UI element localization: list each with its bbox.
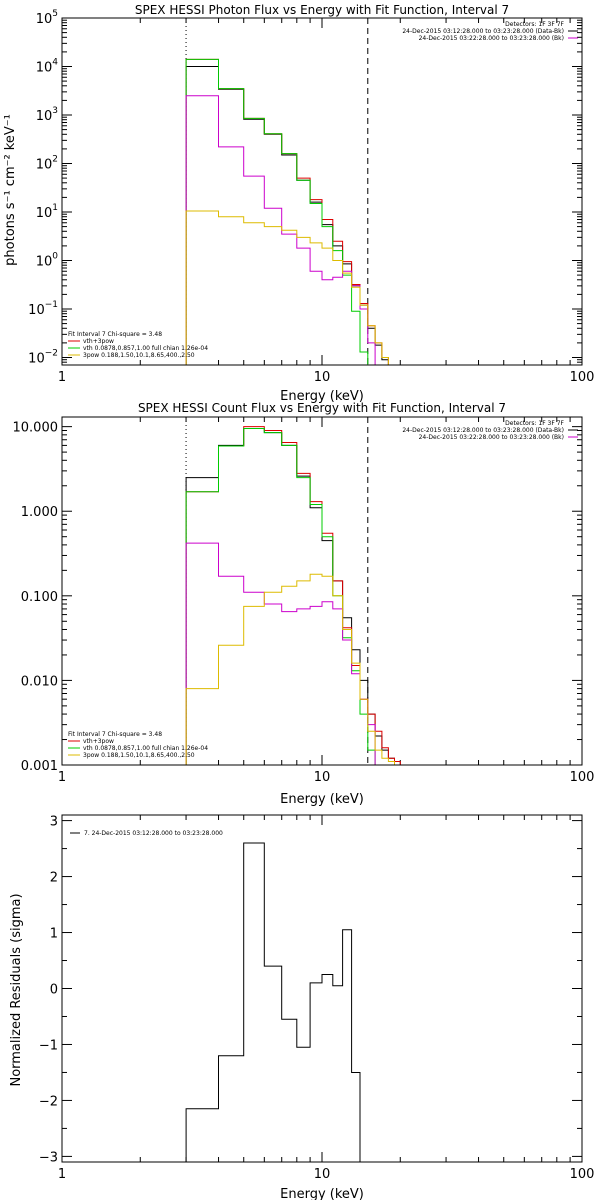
residuals-x-tick-label: 100 — [570, 1167, 595, 1182]
photon-flux-legend-left-text: Fit Interval 7 Chi-square = 3.48 — [68, 331, 162, 338]
residuals-y-tick-label: 3 — [50, 815, 58, 830]
photon-flux-y-tick-label: 104 — [36, 57, 59, 75]
count-flux-legend-left-text: 3pow 0.188,1.50,10.1,8.65,400.,2.50 — [83, 752, 195, 759]
count-flux-legend-right-text: 24-Dec-2015 03:22:28.000 to 03:23:28.000… — [419, 434, 564, 441]
count-flux-x-tick-label: 10 — [314, 770, 331, 785]
residuals-y-tick-label: 2 — [50, 871, 58, 886]
photon-flux-series-2-step-line — [185, 58, 369, 365]
photon-flux-legend-left-text: 3pow 0.188,1.50,10.1,8.65,400.,2.50 — [83, 352, 195, 359]
photon-flux-series-4-step-line — [185, 210, 389, 365]
photon-flux-series-0-step-line — [185, 66, 389, 365]
count-flux-y-tick-label: 0.100 — [21, 590, 58, 605]
residuals-y-tick-label: 1 — [50, 927, 58, 942]
count-flux-legend-left-text: vth+3pow — [83, 738, 114, 745]
count-flux-series-2-step-line — [185, 428, 382, 766]
photon-flux-plot-frame — [61, 17, 583, 366]
residuals-y-tick-label: −2 — [39, 1094, 58, 1109]
residuals-x-axis-label: Energy (keV) — [280, 1187, 364, 1200]
residuals-y-tick-label: −1 — [39, 1038, 58, 1053]
photon-flux-y-tick-label: 105 — [36, 9, 58, 27]
residuals-panel: Energy (keV) Normalized Residuals (sigma… — [9, 814, 595, 1200]
count-flux-series-1-step-line — [185, 426, 401, 765]
residuals-series-0-step-line — [185, 842, 368, 1163]
photon-flux-x-tick-label: 1 — [58, 370, 66, 385]
residuals-y-axis-label: Normalized Residuals (sigma) — [9, 893, 24, 1086]
photon-flux-x-axis-label: Energy (keV) — [280, 389, 364, 404]
photon-flux-legend-right-text: 24-Dec-2015 03:22:28.000 to 03:23:28.000… — [419, 35, 564, 42]
residuals-y-tick-label: −3 — [39, 1150, 58, 1165]
count-flux-x-tick-label: 1 — [58, 770, 66, 785]
count-flux-y-tick-label: 0.010 — [21, 674, 58, 689]
count-flux-x-tick-label: 100 — [570, 770, 595, 785]
count-flux-series-4-step-line — [185, 573, 395, 765]
photon-flux-legend-left-text: vth 0.0878,0.857,1.00 full chian 1.26e-0… — [83, 345, 208, 352]
residuals-y-tick-label: 0 — [50, 983, 58, 998]
count-flux-title: SPEX HESSI Count Flux vs Energy with Fit… — [138, 401, 506, 415]
count-flux-y-tick-label: 1.000 — [21, 505, 58, 520]
residuals-x-tick-label: 10 — [314, 1167, 331, 1182]
residuals-plot-frame — [61, 814, 583, 1163]
residuals-x-tick-label: 1 — [58, 1167, 66, 1182]
count-flux-x-axis-label: Energy (keV) — [280, 792, 364, 807]
photon-flux-y-tick-label: 102 — [36, 154, 58, 172]
count-flux-legend-left-text: vth 0.0878,0.857,1.00 full chian 1.26e-0… — [83, 745, 208, 752]
count-flux-legend-right-text: 24-Dec-2015 03:12:28.000 to 03:23:28.000… — [402, 427, 564, 434]
count-flux-y-tick-label: 10.000 — [13, 421, 59, 436]
photon-flux-y-tick-label: 100 — [36, 251, 59, 269]
photon-flux-panel: SPEX HESSI Photon Flux vs Energy with Fi… — [3, 3, 594, 404]
count-flux-legend-left-text: Fit Interval 7 Chi-square = 3.48 — [68, 731, 162, 738]
photon-flux-legend-right-text: Detectors: 1F 3F 7F — [505, 21, 564, 28]
photon-flux-x-tick-label: 10 — [314, 370, 331, 385]
photon-flux-legend-right-text: 24-Dec-2015 03:12:28.000 to 03:23:28.000… — [402, 28, 564, 35]
residuals-legend-text: 7. 24-Dec-2015 03:12:28.000 to 03:23:28.… — [84, 830, 223, 837]
photon-flux-legend-left-text: vth+3pow — [83, 338, 114, 345]
photon-flux-y-tick-label: 10−2 — [28, 348, 58, 366]
photon-flux-x-tick-label: 100 — [570, 370, 595, 385]
count-flux-legend-right-text: Detectors: 1F 3F 7F — [505, 420, 564, 427]
count-flux-panel: SPEX HESSI Count Flux vs Energy with Fit… — [13, 401, 595, 807]
photon-flux-y-tick-label: 10−1 — [28, 300, 58, 318]
photon-flux-y-tick-label: 103 — [36, 106, 58, 124]
count-flux-y-tick-label: 0.001 — [21, 759, 58, 774]
photon-flux-title: SPEX HESSI Photon Flux vs Energy with Fi… — [135, 3, 509, 17]
photon-flux-y-axis-label: photons s⁻¹ cm⁻² keV⁻¹ — [3, 114, 18, 266]
count-flux-plot-frame — [61, 416, 583, 766]
photon-flux-y-tick-label: 101 — [36, 203, 58, 221]
